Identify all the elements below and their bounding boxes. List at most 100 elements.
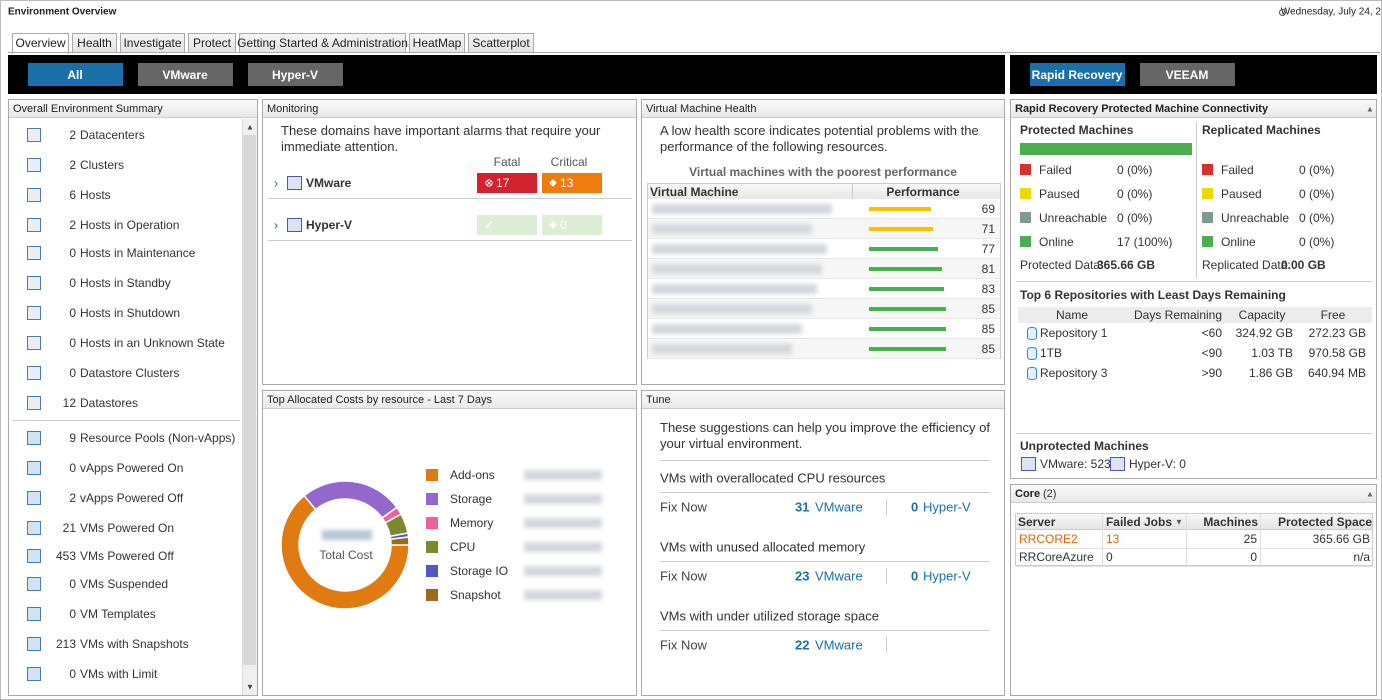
hyperv-link[interactable]: Hyper-V — [923, 499, 971, 515]
summary-label[interactable]: Hosts — [80, 188, 111, 202]
performance-bar — [869, 327, 946, 331]
summary-count[interactable]: 12 — [62, 396, 76, 410]
summary-label[interactable]: Hosts in an Unknown State — [80, 336, 225, 350]
summary-label[interactable]: Hosts in Shutdown — [80, 306, 181, 320]
tab-label[interactable]: Protect — [192, 36, 232, 50]
tab-label[interactable]: Getting Started & Administration — [237, 36, 408, 50]
tune-item-title: VMs with overallocated CPU resources — [660, 470, 886, 486]
fix-now[interactable]: Fix Now — [660, 568, 707, 584]
summary-label[interactable]: Datastores — [80, 396, 139, 410]
filter-label[interactable]: All — [67, 68, 83, 82]
core-header — [1016, 514, 1372, 530]
filter-button[interactable] — [1030, 63, 1125, 86]
summary-label[interactable]: vApps Powered On — [80, 461, 184, 475]
hyperv-count[interactable]: 0 — [911, 568, 919, 584]
vm-name-blurred — [652, 244, 827, 254]
filter-button[interactable] — [138, 63, 233, 86]
summary-icon — [27, 607, 41, 621]
summary-count[interactable]: 2 — [69, 491, 76, 505]
summary-count[interactable]: 0 — [69, 366, 76, 380]
filter-button[interactable] — [28, 63, 123, 86]
tab-label[interactable]: Investigate — [123, 36, 182, 50]
summary-icon — [27, 431, 41, 445]
critical-count[interactable]: 13 — [560, 176, 574, 190]
critical-count[interactable]: 0 — [560, 218, 567, 232]
summary-count[interactable]: 0 — [69, 336, 76, 350]
summary-count[interactable]: 21 — [62, 521, 76, 535]
domain-name[interactable]: Hyper-V — [306, 218, 353, 232]
summary-label[interactable]: Datacenters — [80, 128, 145, 142]
filter-button[interactable] — [1140, 63, 1235, 86]
summary-icon — [27, 306, 41, 320]
summary-count[interactable]: 9 — [69, 431, 76, 445]
summary-label[interactable]: VMs Powered Off — [80, 549, 174, 563]
performance-value: 81 — [981, 262, 995, 276]
section-line — [1016, 433, 1372, 434]
tab-label[interactable]: HeatMap — [412, 36, 462, 50]
panel-header — [9, 100, 257, 118]
fatal-count[interactable]: 17 — [496, 176, 510, 190]
vmware-count[interactable]: 31 — [795, 499, 810, 515]
summary-icon — [27, 521, 41, 535]
summary-label[interactable]: Hosts in Operation — [80, 218, 180, 232]
summary-count[interactable]: 2 — [69, 218, 76, 232]
filter-label[interactable]: VEEAM — [1165, 68, 1209, 82]
vmware-count[interactable]: 23 — [795, 568, 810, 584]
summary-count[interactable]: 0 — [69, 667, 76, 681]
vmware-count[interactable]: 22 — [795, 637, 810, 653]
summary-count[interactable]: 0 — [69, 461, 76, 475]
filter-label[interactable]: VMware — [162, 68, 208, 82]
failed-jobs: 13 — [1106, 532, 1120, 546]
summary-label[interactable]: Datastore Clusters — [80, 366, 180, 380]
status-value: 0 (0%) — [1299, 187, 1335, 201]
summary-label[interactable]: Hosts in Standby — [80, 276, 171, 290]
tab-label[interactable]: Scatterplot — [472, 36, 530, 50]
vmware-link[interactable]: VMware — [815, 637, 863, 653]
filter-label[interactable]: Rapid Recovery — [1031, 68, 1123, 82]
server-name[interactable]: RRCoreAzure — [1019, 550, 1094, 564]
summary-label[interactable]: VMs with Snapshots — [80, 637, 189, 651]
repo-name: Repository 3 — [1040, 366, 1108, 380]
summary-count[interactable]: 6 — [69, 188, 76, 202]
legend-swatch — [426, 541, 438, 553]
summary-count[interactable]: 2 — [69, 128, 76, 142]
summary-count[interactable]: 0 — [69, 306, 76, 320]
summary-label[interactable]: VM Templates — [80, 607, 156, 621]
fix-now[interactable]: Fix Now — [660, 499, 707, 515]
summary-count[interactable]: 2 — [69, 158, 76, 172]
unprotected-title: Unprotected Machines — [1020, 439, 1149, 453]
fix-now[interactable]: Fix Now — [660, 637, 707, 653]
tab-label[interactable]: Overview — [15, 36, 66, 50]
summary-count[interactable]: 0 — [69, 607, 76, 621]
server-name[interactable]: RRCORE2 — [1019, 532, 1078, 546]
summary-label[interactable]: VMs with Limit — [80, 667, 158, 681]
repo-icon — [1027, 327, 1037, 340]
domain-name[interactable]: VMware — [306, 176, 352, 190]
summary-label[interactable]: VMs Suspended — [80, 577, 169, 591]
hyperv-link[interactable]: Hyper-V — [923, 568, 971, 584]
summary-label[interactable]: Clusters — [80, 158, 125, 172]
summary-label[interactable]: Resource Pools (Non-vApps) — [80, 431, 236, 445]
donut-segment — [303, 480, 398, 520]
tab[interactable] — [12, 33, 69, 54]
core-table — [1015, 513, 1373, 566]
vmware-link[interactable]: VMware — [815, 568, 863, 584]
summary-count[interactable]: 0 — [69, 577, 76, 591]
summary-count[interactable]: 213 — [55, 637, 76, 651]
status-value: 0 (0%) — [1117, 163, 1153, 177]
summary-count[interactable]: 453 — [55, 549, 76, 563]
panel-title: Monitoring — [267, 103, 319, 115]
filter-button[interactable] — [248, 63, 343, 86]
column-header[interactable]: Failed Jobs — [1105, 515, 1172, 529]
tune-line — [660, 561, 990, 562]
summary-label[interactable]: VMs Powered On — [80, 521, 175, 535]
critical-icon: ◆ — [549, 219, 557, 231]
summary-label[interactable]: Hosts in Maintenance — [80, 246, 196, 260]
tab-label[interactable]: Health — [77, 36, 112, 50]
vmware-link[interactable]: VMware — [815, 499, 863, 515]
summary-count[interactable]: 0 — [69, 276, 76, 290]
summary-label[interactable]: vApps Powered Off — [80, 491, 184, 505]
summary-count[interactable]: 0 — [69, 246, 76, 260]
hyperv-count[interactable]: 0 — [911, 499, 919, 515]
filter-label[interactable]: Hyper-V — [271, 68, 319, 82]
